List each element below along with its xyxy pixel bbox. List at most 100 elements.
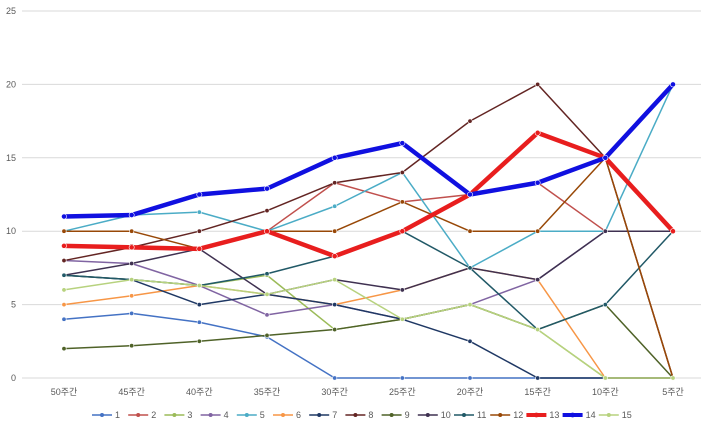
series-layer <box>61 81 676 381</box>
data-point <box>467 228 473 234</box>
legend-item-15: 15 <box>598 410 632 420</box>
x-tick-label: 40주간 <box>186 387 213 397</box>
legend-marker <box>606 413 611 417</box>
data-point <box>196 283 202 289</box>
data-point <box>264 291 270 297</box>
legend-label: 14 <box>586 410 596 420</box>
legend-item-8: 8 <box>345 410 373 420</box>
data-point <box>535 81 541 87</box>
data-point <box>332 277 338 283</box>
legend-item-13: 13 <box>526 410 559 420</box>
data-point <box>264 312 270 318</box>
legend-label: 12 <box>513 410 523 420</box>
legend-item-12: 12 <box>490 410 523 420</box>
data-point <box>332 327 338 333</box>
legend-marker <box>425 413 430 417</box>
data-point <box>670 228 676 235</box>
data-point <box>534 129 541 136</box>
series-line <box>63 230 673 296</box>
legend-marker <box>317 413 322 417</box>
data-point <box>670 375 676 381</box>
legend-marker <box>498 413 503 417</box>
data-point <box>264 332 270 338</box>
data-point <box>129 228 135 234</box>
legend-label: 13 <box>549 410 559 420</box>
series-9 <box>61 302 676 381</box>
data-point <box>61 302 67 308</box>
y-axis-ticks: 0 5 10 15 20 25 <box>6 6 16 383</box>
y-tick-label: 15 <box>6 153 16 163</box>
data-point <box>467 375 473 381</box>
data-point <box>264 228 270 235</box>
series-line <box>63 82 675 219</box>
legend-item-1: 1 <box>92 410 120 420</box>
data-point <box>535 327 541 333</box>
data-point <box>196 319 202 325</box>
legend-marker <box>281 413 285 417</box>
data-point <box>61 272 67 278</box>
data-point <box>332 302 338 308</box>
y-tick-label: 10 <box>6 226 16 236</box>
data-point <box>332 228 338 234</box>
data-point <box>128 212 135 218</box>
data-point <box>129 310 135 316</box>
data-point <box>264 271 270 277</box>
legend-label: 8 <box>368 410 373 420</box>
series-line <box>63 274 673 379</box>
legend-marker <box>100 413 104 417</box>
legend-label: 1 <box>115 410 120 420</box>
legend-marker <box>208 413 213 417</box>
data-point <box>331 253 338 260</box>
data-point <box>196 209 202 215</box>
data-point <box>602 375 608 381</box>
legend-item-10: 10 <box>417 410 451 420</box>
series-line <box>63 274 673 379</box>
x-tick-label: 10주간 <box>592 387 619 397</box>
series-10 <box>61 228 676 297</box>
data-point <box>534 179 541 186</box>
x-tick-label: 30주간 <box>321 387 348 397</box>
legend-item-2: 2 <box>128 410 156 420</box>
legend-label: 4 <box>224 410 229 420</box>
legend-item-6: 6 <box>273 410 301 420</box>
y-tick-label: 5 <box>11 300 16 310</box>
legend-label: 7 <box>332 410 337 420</box>
series-14 <box>61 81 676 220</box>
data-point <box>399 287 405 293</box>
data-point <box>129 293 135 299</box>
legend-label: 3 <box>187 410 192 420</box>
legend-label: 5 <box>260 410 265 420</box>
grid-layer <box>22 10 701 379</box>
series-15 <box>61 277 676 381</box>
legend-marker <box>570 412 575 418</box>
data-point <box>196 191 203 198</box>
data-point <box>467 191 473 198</box>
data-point <box>128 244 135 251</box>
legend-label: 9 <box>405 410 410 420</box>
data-point <box>399 169 405 175</box>
legend-item-4: 4 <box>200 410 229 420</box>
legend-item-3: 3 <box>164 410 192 420</box>
data-point <box>399 140 406 147</box>
series-3 <box>61 272 676 381</box>
legend-marker <box>136 413 141 417</box>
data-point <box>535 277 541 283</box>
legend-marker <box>244 413 249 417</box>
series-line <box>63 84 674 269</box>
x-tick-label: 50주간 <box>51 387 78 397</box>
series-line <box>63 267 673 379</box>
data-point <box>602 302 608 308</box>
data-point <box>61 228 67 234</box>
legend-marker <box>534 412 539 418</box>
data-point <box>332 203 338 209</box>
series-line <box>64 157 674 379</box>
x-tick-label: 25주간 <box>389 387 416 397</box>
data-point <box>196 302 202 308</box>
data-point <box>467 265 473 271</box>
data-point <box>196 245 203 252</box>
x-tick-label: 5주간 <box>662 387 684 397</box>
x-tick-label: 35주간 <box>254 387 281 397</box>
data-point <box>196 228 202 234</box>
